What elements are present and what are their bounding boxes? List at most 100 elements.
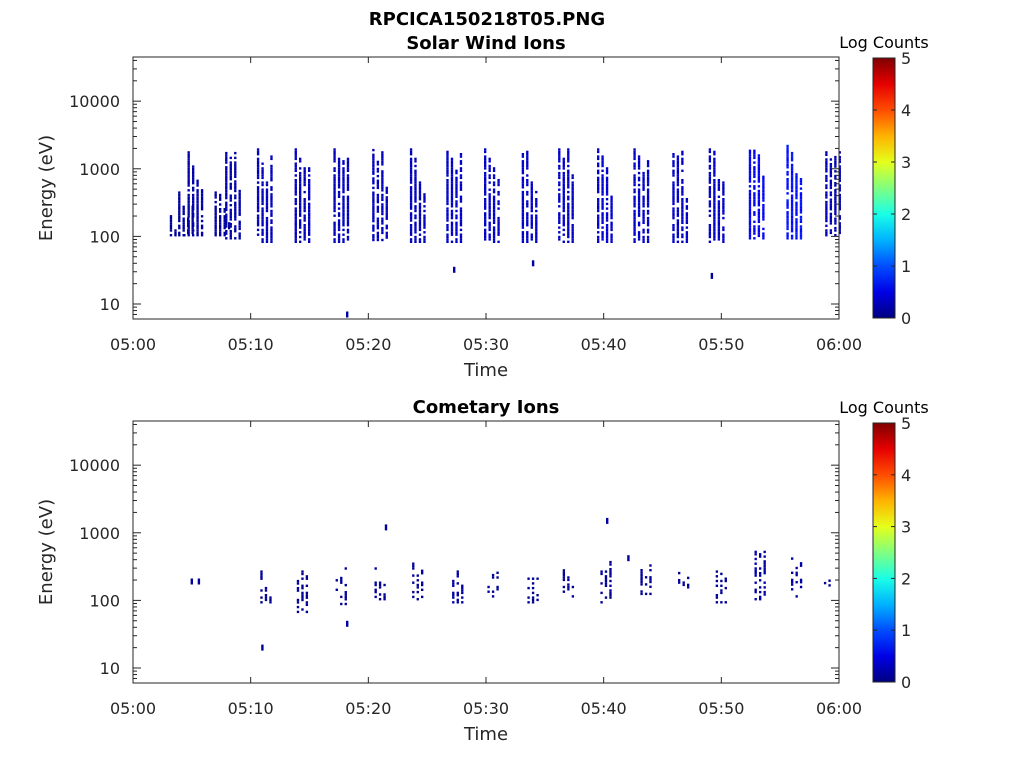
data-bin <box>446 233 449 236</box>
data-bin <box>637 162 641 165</box>
data-bin <box>825 177 828 180</box>
data-bin <box>414 176 417 180</box>
data-bin <box>294 202 297 206</box>
data-bin <box>825 170 828 173</box>
data-bin <box>423 226 426 229</box>
data-bin <box>521 167 525 170</box>
data-bin <box>672 209 675 213</box>
data-bin <box>763 590 766 594</box>
data-bin <box>303 224 306 227</box>
data-bin <box>455 169 458 172</box>
data-bin <box>418 224 422 227</box>
data-bin <box>637 214 641 217</box>
data-bin <box>294 164 297 168</box>
data-bin <box>646 181 650 184</box>
data-bin <box>342 200 345 203</box>
data-bin <box>225 189 228 193</box>
data-bin <box>265 216 269 220</box>
data-bin <box>786 220 789 223</box>
data-bin <box>530 235 533 239</box>
data-bin <box>713 238 716 241</box>
data-bin <box>225 213 228 216</box>
data-bin <box>214 210 217 213</box>
data-bin <box>308 224 311 227</box>
data-bin <box>571 209 574 213</box>
data-bin <box>601 183 604 187</box>
data-bin <box>562 233 565 236</box>
data-bin <box>720 601 723 604</box>
data-bin <box>530 214 533 217</box>
data-bin <box>414 164 417 168</box>
data-bin <box>720 584 723 587</box>
data-bin <box>450 200 454 203</box>
data-bin <box>229 237 232 240</box>
data-bin <box>299 200 302 203</box>
data-bin <box>633 174 636 177</box>
data-bin <box>303 205 306 208</box>
data-bin <box>829 219 833 223</box>
data-bin <box>214 226 217 230</box>
data-bin <box>795 173 798 176</box>
data-bin <box>381 153 384 156</box>
data-bin <box>838 186 841 190</box>
data-bin <box>708 157 712 161</box>
data-bin <box>604 596 608 599</box>
data-bin <box>305 596 309 599</box>
data-bin <box>269 601 272 604</box>
data-bin <box>459 235 463 239</box>
data-bin <box>301 584 304 587</box>
data-bin <box>409 169 413 172</box>
data-bin <box>759 555 762 558</box>
data-bin <box>416 579 419 582</box>
data-bin <box>640 590 643 593</box>
data-bin <box>491 590 495 593</box>
data-bin <box>838 217 841 220</box>
data-bin <box>713 226 716 229</box>
data-bin <box>597 183 600 187</box>
data-bin <box>795 208 798 212</box>
data-bin <box>597 240 600 243</box>
data-bin <box>234 161 237 164</box>
data-bin <box>381 227 384 230</box>
data-bin <box>748 156 752 160</box>
data-bin <box>633 198 636 201</box>
data-bin <box>790 182 794 186</box>
data-bin <box>748 189 752 193</box>
data-bin <box>178 215 181 218</box>
data-bin <box>337 226 341 229</box>
data-bin <box>748 196 752 200</box>
data-bin <box>637 207 641 210</box>
data-bin <box>717 226 721 229</box>
data-bin <box>676 221 680 224</box>
data-bin <box>414 207 417 210</box>
data-bin <box>722 205 725 208</box>
data-bin <box>484 219 487 222</box>
data-bin <box>558 188 561 191</box>
data-bin <box>681 209 684 213</box>
data-bin <box>790 215 794 219</box>
data-bin <box>337 221 341 224</box>
data-bin <box>829 215 833 218</box>
x-tick-label: 06:00 <box>816 335 862 354</box>
data-bin <box>270 186 273 189</box>
data-bin <box>337 193 341 196</box>
data-bin <box>225 180 228 183</box>
data-bin <box>346 231 350 234</box>
data-bin <box>381 222 384 225</box>
data-bin <box>200 198 204 201</box>
data-bin <box>526 212 529 215</box>
data-bin <box>834 191 837 194</box>
data-bin <box>256 169 260 172</box>
data-bin <box>223 210 226 213</box>
data-bin <box>308 216 311 220</box>
data-bin <box>303 209 306 213</box>
data-bin <box>409 190 413 194</box>
data-bin <box>720 572 723 576</box>
data-bin <box>597 231 600 234</box>
data-bin <box>229 182 232 186</box>
data-bin <box>342 162 345 165</box>
data-bin <box>640 583 643 586</box>
data-bin <box>713 200 716 203</box>
data-bin <box>676 231 680 234</box>
data-bin <box>446 228 449 232</box>
